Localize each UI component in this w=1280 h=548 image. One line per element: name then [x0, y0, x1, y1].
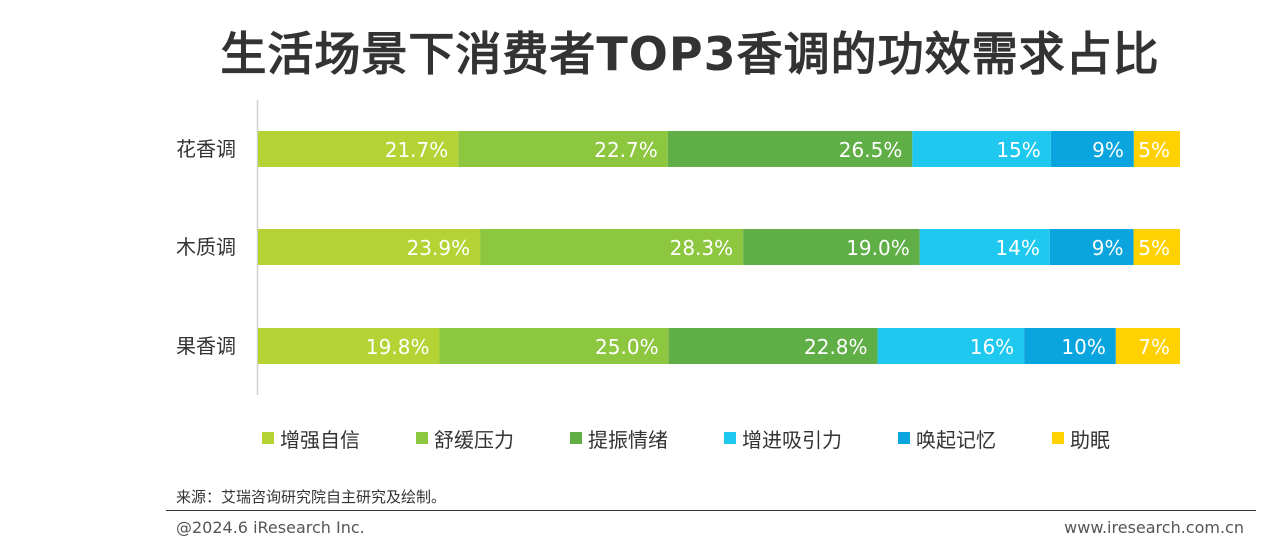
legend-label: 提振情绪	[588, 427, 668, 452]
bar-segment	[439, 328, 669, 364]
bar-segment	[668, 328, 878, 364]
legend-swatch	[416, 432, 428, 444]
bar-segment	[1049, 229, 1134, 265]
bar-segment	[912, 131, 1051, 167]
legend-item: 唤起记忆	[898, 424, 996, 453]
legend-item: 舒缓压力	[416, 424, 514, 453]
category-label: 果香调	[176, 334, 236, 358]
legend-label: 增强自信	[280, 427, 360, 452]
data-label: 9%	[1092, 236, 1124, 260]
data-label: 21.7%	[385, 138, 449, 162]
bar-segment	[1050, 131, 1134, 167]
data-label: 5%	[1138, 236, 1170, 260]
bar-segment	[1133, 229, 1180, 265]
bar-segment	[919, 229, 1050, 265]
copyright: @2024.6 iResearch Inc.	[176, 518, 365, 537]
legend-label: 舒缓压力	[434, 427, 514, 452]
data-label: 16%	[970, 335, 1014, 359]
data-label: 15%	[996, 138, 1040, 162]
legend-item: 增进吸引力	[724, 424, 842, 453]
bar-segment	[667, 131, 913, 167]
data-label: 22.7%	[594, 138, 658, 162]
legend-label: 助眠	[1070, 427, 1110, 452]
data-label: 9%	[1092, 138, 1124, 162]
legend-item: 提振情绪	[570, 424, 668, 453]
bar-segment	[1024, 328, 1116, 364]
bar-segment	[258, 131, 459, 167]
bar-segment	[258, 328, 440, 364]
bar-segment	[1133, 131, 1180, 167]
data-label: 25.0%	[595, 335, 659, 359]
legend-swatch	[724, 432, 736, 444]
website-link[interactable]: www.iresearch.com.cn	[1064, 518, 1244, 537]
legend: 增强自信 舒缓压力 提振情绪 增进吸引力 唤起记忆 助眠	[262, 424, 1166, 452]
data-label: 10%	[1061, 335, 1105, 359]
data-label: 26.5%	[839, 138, 903, 162]
data-label: 19.0%	[846, 236, 910, 260]
legend-item: 助眠	[1052, 424, 1110, 453]
bar-segment	[743, 229, 920, 265]
data-label: 14%	[995, 236, 1039, 260]
legend-swatch	[262, 432, 274, 444]
chart-title: 生活场景下消费者TOP3香调的功效需求占比	[220, 27, 1160, 81]
bar-segment	[1115, 328, 1180, 364]
category-label: 花香调	[176, 137, 236, 161]
data-label: 19.8%	[366, 335, 430, 359]
bar-segment	[480, 229, 744, 265]
bar-segment	[258, 229, 481, 265]
legend-swatch	[570, 432, 582, 444]
legend-item: 增强自信	[262, 424, 360, 453]
bar-segment	[458, 131, 668, 167]
category-label: 木质调	[176, 235, 236, 259]
data-label: 23.9%	[407, 236, 471, 260]
data-label: 22.8%	[804, 335, 868, 359]
legend-label: 唤起记忆	[916, 427, 996, 452]
footer-divider	[166, 510, 1256, 511]
legend-label: 增进吸引力	[742, 427, 842, 452]
data-label: 5%	[1138, 138, 1170, 162]
source-note: 来源：艾瑞咨询研究院自主研究及绘制。	[176, 488, 447, 506]
bar-segment	[877, 328, 1025, 364]
legend-swatch	[898, 432, 910, 444]
data-label: 7%	[1138, 335, 1170, 359]
legend-swatch	[1052, 432, 1064, 444]
data-label: 28.3%	[670, 236, 734, 260]
